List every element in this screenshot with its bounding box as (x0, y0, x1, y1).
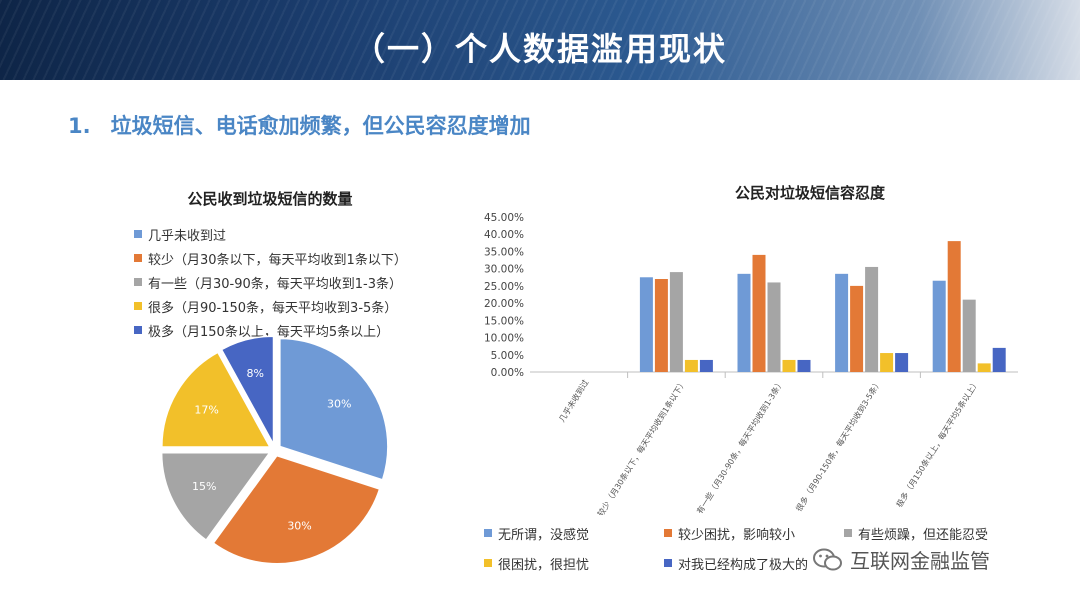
pie-legend-item: 极多（月150条以上，每天平均5条以上） (134, 318, 454, 342)
slide-subtitle: 1. 垃圾短信、电话愈加频繁，但公民容忍度增加 (68, 110, 531, 140)
legend-swatch (484, 559, 492, 567)
bar (850, 285, 864, 372)
legend-swatch (664, 529, 672, 537)
y-tick-label: 45.00% (484, 212, 524, 224)
bar (977, 363, 991, 372)
bar-legend-item: 较少困扰，影响较小 (664, 518, 844, 548)
x-category-label: 极多（月150条以上，每天平均5条以上） (894, 378, 981, 509)
bar (797, 359, 811, 372)
legend-label: 几乎未收到过 (148, 228, 227, 244)
y-tick-label: 40.00% (484, 229, 524, 241)
pie-slice (161, 351, 272, 448)
pie-slice (160, 451, 272, 542)
bar-legend: 无所谓，没感觉 较少困扰，影响较小 有些烦躁，但还能忍受很困扰，很担忧 对我已经构成了… (484, 518, 1044, 578)
bar (699, 359, 713, 372)
pie-slice (212, 454, 381, 565)
pie-legend: 几乎未收到过较少（月30条以下，每天平均收到1条以下） 有一些（月30-90条，每… (134, 222, 454, 342)
bar-legend-item: 有些烦躁，但还能忍受 (844, 518, 1034, 548)
bar-chart-title: 公民对垃圾短信容忍度 (734, 184, 885, 202)
bar (947, 241, 961, 372)
pie-slice-label: 17% (194, 404, 218, 417)
pie-slice-label: 8% (247, 367, 264, 380)
pie-chart: 30% 30% 15% 17% 8% (160, 335, 389, 565)
bar (932, 280, 946, 372)
bar (992, 347, 1006, 372)
bar-legend-item: 对我已经构成了极大的 (664, 548, 844, 578)
pie-chart-title: 公民收到垃圾短信的数量 (187, 190, 353, 208)
watermark: 互联网金融监管 (812, 545, 990, 574)
y-tick-label: 10.00% (484, 333, 524, 345)
bar (835, 273, 849, 372)
legend-label: 有一些（月30-90条，每天平均收到1-3条） (148, 276, 403, 292)
wechat-icon (813, 548, 842, 570)
x-category-label: 有一些（月30-90条，每天平均收到1-3条） (694, 378, 785, 515)
watermark-text: 互联网金融监管 (850, 549, 990, 573)
legend-swatch (484, 529, 492, 537)
legend-label: 对我已经构成了极大的 (678, 557, 809, 573)
bar-legend-item: 无所谓，没感觉 (484, 518, 664, 548)
y-tick-label: 5.00% (491, 350, 524, 362)
bar (782, 359, 796, 372)
pie-slice-label: 15% (192, 480, 216, 493)
legend-swatch (134, 302, 142, 310)
pie-legend-item: 很多（月90-150条，每天平均收到3-5条） (134, 294, 454, 318)
bar (895, 353, 909, 372)
y-tick-label: 35.00% (484, 246, 524, 258)
x-category-label: 很多（月90-150条，每天平均收到3-5条） (794, 378, 884, 513)
bar-chart: 0.00% 5.00% 10.00% 15.00% 20.00% 25.00% 30.00%… (484, 212, 1018, 515)
bar (684, 359, 698, 372)
legend-swatch (664, 559, 672, 567)
legend-label: 有些烦躁，但还能忍受 (858, 527, 989, 543)
slide-title: （一）个人数据滥用现状 (352, 30, 727, 68)
legend-label: 很多（月90-150条，每天平均收到3-5条） (148, 300, 398, 316)
legend-swatch (844, 529, 852, 537)
legend-label: 较少（月30条以下，每天平均收到1条以下） (148, 252, 407, 268)
x-category-label: 较少（月30条以下，每天平均收到1条以下） (595, 378, 688, 515)
y-tick-label: 25.00% (484, 281, 524, 293)
pie-legend-item: 有一些（月30-90条，每天平均收到1-3条） (134, 270, 454, 294)
legend-label: 较少困扰，影响较小 (678, 527, 796, 543)
bar (962, 299, 976, 372)
y-tick-label: 20.00% (484, 298, 524, 310)
subtitle-text: 垃圾短信、电话愈加频繁，但公民容忍度增加 (110, 114, 531, 138)
bar-legend-item: 很困扰，很担忧 (484, 548, 664, 578)
legend-swatch (134, 326, 142, 334)
title-banner: （一）个人数据滥用现状 (0, 0, 1080, 80)
pie-slice-label: 30% (287, 520, 311, 533)
subtitle-number: 1. (68, 114, 91, 138)
legend-label: 无所谓，没感觉 (498, 527, 590, 543)
pie-legend-item: 较少（月30条以下，每天平均收到1条以下） (134, 246, 454, 270)
y-tick-label: 30.00% (484, 264, 524, 276)
bar (767, 282, 781, 372)
bar (752, 254, 766, 372)
legend-swatch (134, 230, 142, 238)
bar (737, 273, 751, 372)
bar (639, 277, 653, 372)
pie-legend-item: 几乎未收到过 (134, 222, 454, 246)
y-tick-label: 15.00% (484, 315, 524, 327)
pie-slice (279, 337, 389, 481)
legend-label: 极多（月150条以上，每天平均5条以上） (148, 324, 390, 340)
bar (669, 272, 683, 372)
pie-slice-label: 30% (327, 397, 351, 410)
y-tick-label: 0.00% (491, 367, 524, 379)
bar (865, 266, 879, 372)
bar (654, 279, 668, 372)
x-category-label: 几乎未收到过 (557, 378, 591, 424)
legend-swatch (134, 278, 142, 286)
legend-label: 很困扰，很担忧 (498, 557, 590, 573)
pie-slice (220, 335, 275, 445)
bar (880, 353, 894, 372)
legend-swatch (134, 254, 142, 262)
